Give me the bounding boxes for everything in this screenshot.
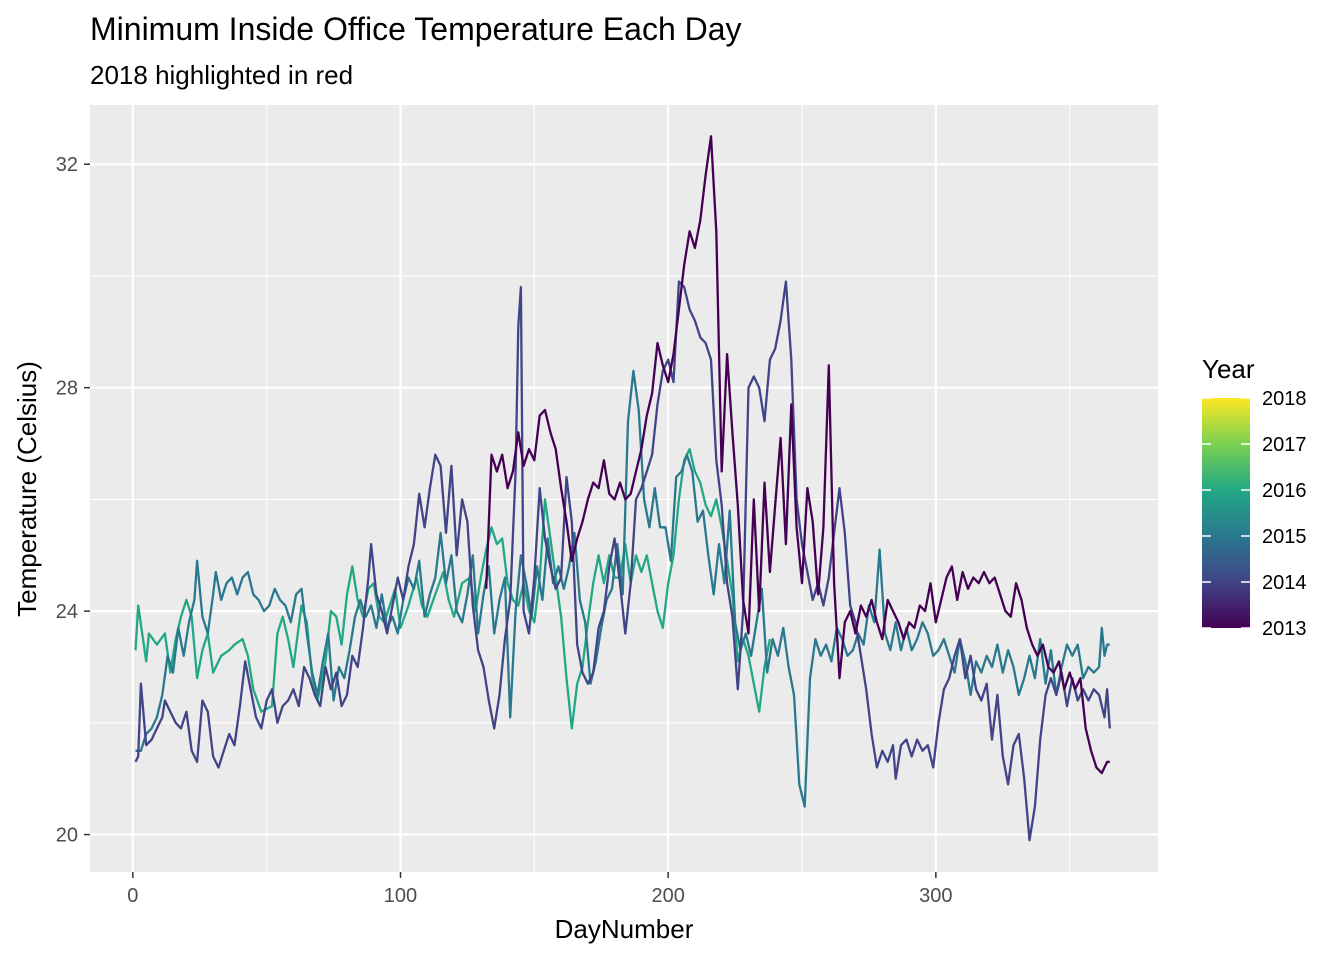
legend-title: Year [1202,354,1255,384]
y-axis: 20 24 28 32 [56,154,90,847]
x-tick-label: 100 [384,885,417,907]
series-line-2014 [134,280,1111,842]
x-tick-label: 300 [919,885,952,907]
legend-label: 2014 [1262,572,1307,594]
x-tick-label: 200 [651,885,684,907]
legend-label: 2013 [1262,618,1307,640]
y-tick-label: 24 [56,601,78,623]
legend-label: 2018 [1262,388,1307,410]
chart-subtitle: 2018 highlighted in red [90,60,353,90]
legend-label: 2015 [1262,526,1307,548]
legend-label: 2017 [1262,434,1307,456]
chart-title: Minimum Inside Office Temperature Each D… [90,11,742,47]
y-tick-label: 20 [56,825,78,847]
x-axis-title: DayNumber [555,914,694,944]
legend: Year 2018 2017 2016 2015 2014 2013 [1202,354,1307,640]
y-axis-title: Temperature (Celsius) [12,361,42,617]
legend-colorbar [1202,398,1250,628]
x-axis: 0 100 200 300 [127,872,953,907]
legend-label: 2016 [1262,480,1307,502]
minor-gridlines [90,105,1158,872]
plot-panel [90,105,1158,872]
series-line-2015 [135,369,1110,808]
legend-ticks: 2018 2017 2016 2015 2014 2013 [1202,388,1307,640]
y-tick-label: 32 [56,154,78,176]
series-line-2013 [485,135,1110,775]
x-tick-label: 0 [127,885,138,907]
y-tick-label: 28 [56,378,78,400]
series-lines [134,135,1111,842]
